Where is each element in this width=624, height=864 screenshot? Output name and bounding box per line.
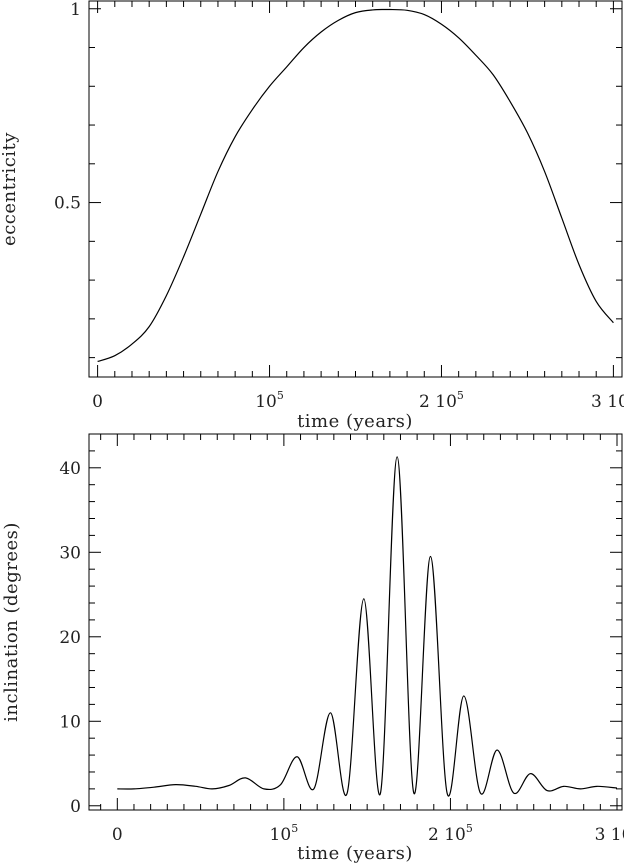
inclination-x-axis-label: time (years) [297,843,413,864]
inclination-minor-ticks [89,433,622,810]
eccentricity-y-tick-labels: 0.51 [54,0,81,214]
inclination-panel: 0 105 2 105 3 105 0 10 20 30 40 time (years) in… [1,433,624,864]
inclination-y-axis-label: inclination (degrees) [1,522,22,722]
x-tick-label: 3 105 [595,822,624,845]
eccentricity-major-ticks [89,1,622,377]
inclination-series-line [117,456,618,797]
x-tick-label: 2 105 [419,389,464,412]
inclination-y-tick-labels: 0 10 20 30 40 [59,459,81,817]
y-tick-label: 30 [59,543,81,563]
eccentricity-x-axis-label: time (years) [297,411,413,432]
y-tick-label: 10 [59,712,81,732]
x-tick-label: 0 [92,392,103,412]
inclination-plot-frame [88,433,623,811]
y-tick-label: 40 [59,459,81,479]
x-tick-label: 0 [112,825,123,845]
x-tick-label: 3 105 [591,389,624,412]
eccentricity-y-axis-label: eccentricity [0,132,20,246]
eccentricity-plot-frame [88,0,623,378]
eccentricity-minor-ticks [89,1,622,377]
y-tick-label: 20 [59,628,81,648]
eccentricity-x-tick-labels: 0 105 2 105 3 105 [92,389,624,412]
x-tick-label: 105 [255,389,284,412]
y-tick-label: 0.5 [54,194,81,214]
inclination-major-ticks [89,434,622,810]
eccentricity-series-line [97,8,614,363]
x-tick-label: 105 [270,822,299,845]
y-tick-label: 1 [70,0,81,20]
x-tick-label: 2 105 [428,822,473,845]
y-tick-label: 0 [70,797,81,817]
inclination-x-tick-labels: 0 105 2 105 3 105 [112,822,624,845]
